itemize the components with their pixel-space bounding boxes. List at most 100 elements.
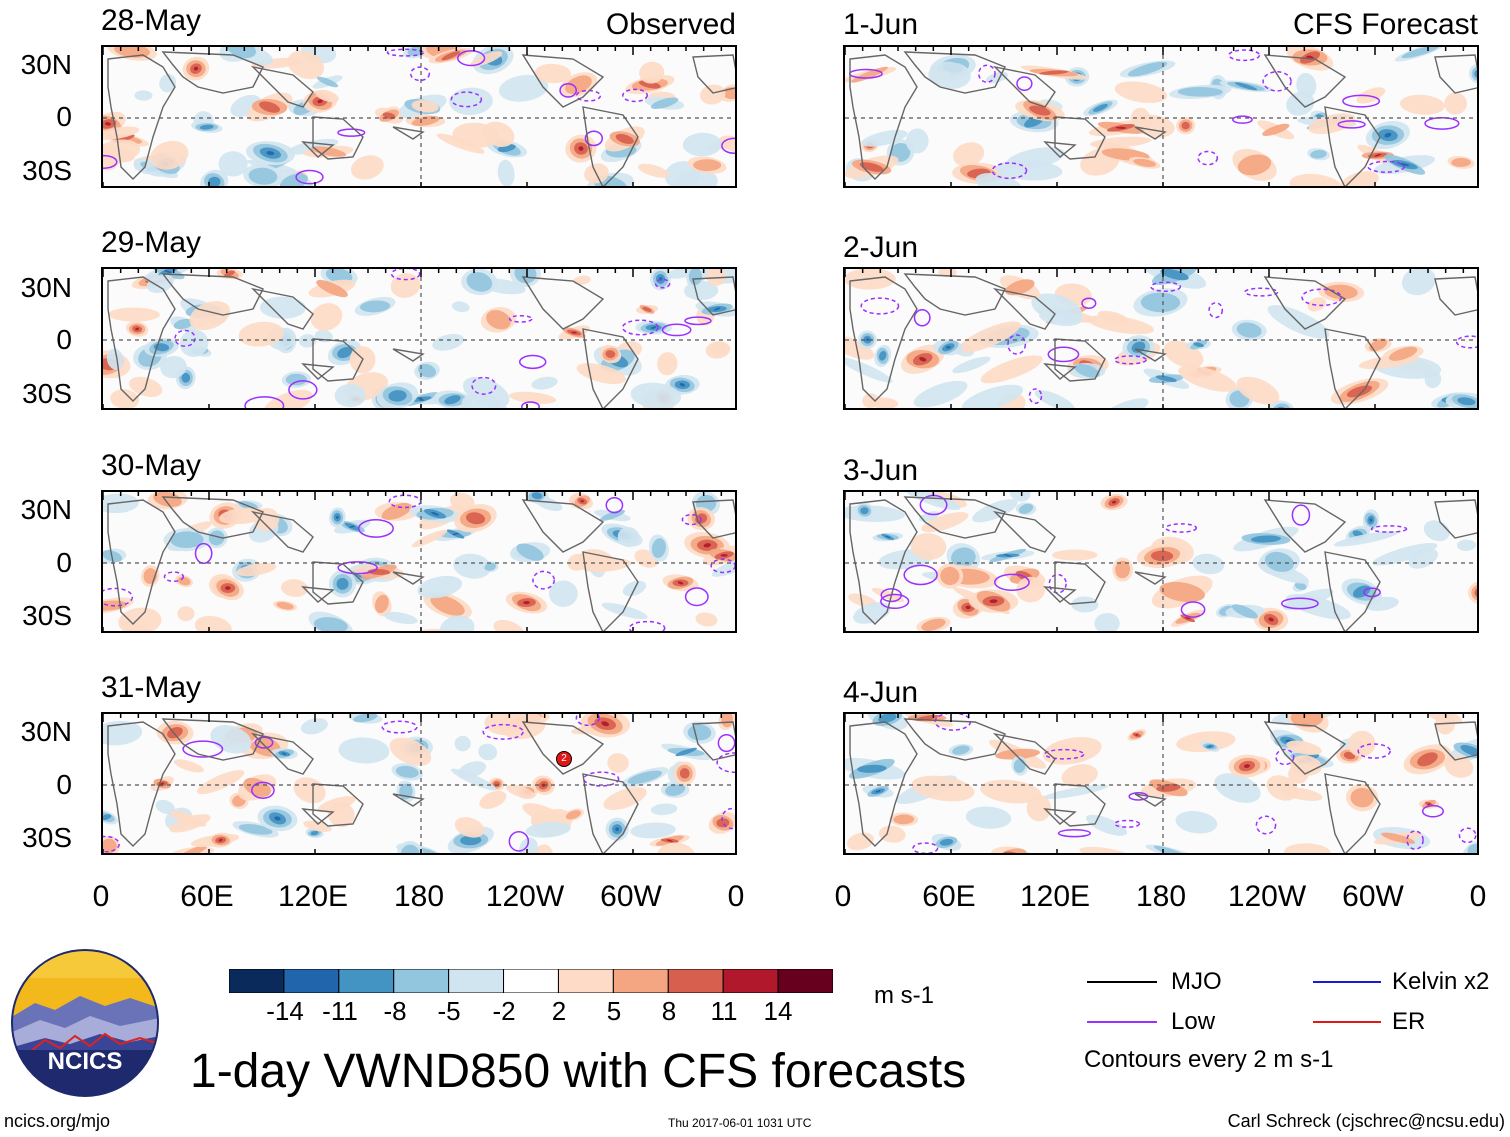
low-contour [903, 564, 938, 586]
negative-anomaly [1100, 398, 1149, 408]
low-contour [251, 781, 275, 799]
low-contour [103, 587, 134, 607]
negative-anomaly [1471, 66, 1477, 81]
negative-anomaly [1310, 149, 1327, 159]
positive-anomaly [1268, 617, 1274, 622]
low-contour [1291, 504, 1311, 526]
positive-anomaly [311, 146, 347, 157]
negative-anomaly [1384, 132, 1392, 138]
negative-anomaly [1271, 403, 1291, 408]
positive-anomaly [523, 601, 530, 605]
negative-anomaly [225, 47, 256, 59]
coastline [849, 276, 918, 402]
low-contour [357, 519, 394, 538]
positive-anomaly [259, 101, 280, 113]
positive-anomaly [1444, 92, 1467, 115]
positive-anomaly [1444, 754, 1474, 778]
negative-anomaly [627, 770, 663, 785]
low-contour [1370, 525, 1408, 533]
lat-label: 0 [56, 769, 72, 800]
positive-anomaly [893, 814, 915, 825]
positive-anomaly [639, 61, 665, 84]
coastline [1054, 338, 1106, 382]
positive-anomaly [482, 121, 515, 147]
coastline [692, 721, 735, 761]
positive-anomaly [1237, 154, 1272, 176]
coastline [521, 721, 605, 775]
coastline [107, 721, 176, 847]
negative-anomaly [432, 333, 465, 351]
negative-anomaly [338, 737, 390, 764]
negative-anomaly [310, 830, 319, 836]
forecast-map-panel [843, 490, 1479, 633]
negative-anomaly [650, 326, 657, 329]
lat-label: 30N [20, 716, 72, 747]
positive-anomaly [846, 832, 874, 851]
coastline [992, 287, 1056, 330]
negative-anomaly [498, 74, 549, 102]
low-contour [1007, 334, 1027, 355]
positive-anomaly [578, 549, 615, 573]
coastline [107, 54, 176, 180]
positive-anomaly [225, 586, 231, 590]
positive-anomaly [940, 566, 960, 586]
negative-anomaly [525, 821, 571, 838]
low-contour [1232, 115, 1253, 124]
positive-anomaly [1114, 81, 1168, 104]
coastline [992, 510, 1056, 553]
positive-anomaly [1388, 346, 1418, 361]
negative-anomaly [181, 372, 191, 383]
coastline [1324, 773, 1381, 853]
low-contour [721, 137, 735, 154]
negative-anomaly [965, 806, 1012, 829]
low-contour [1255, 815, 1277, 835]
positive-anomaly [178, 845, 207, 853]
negative-anomaly [1236, 322, 1262, 338]
positive-anomaly [580, 499, 584, 503]
positive-anomaly [193, 66, 199, 71]
coastline [1134, 126, 1167, 140]
low-contour [450, 91, 483, 108]
negative-anomaly [1457, 397, 1476, 406]
coastline [692, 499, 735, 539]
coastline [312, 561, 364, 605]
lon-label: 60W [600, 880, 662, 913]
observed-map-panel [101, 490, 737, 633]
coastline [582, 773, 639, 853]
positive-anomaly [1150, 550, 1174, 562]
positive-anomaly [1029, 105, 1051, 116]
low-contour [103, 835, 120, 853]
low-contour [1424, 117, 1460, 130]
low-contour [880, 593, 910, 610]
positive-anomaly [493, 619, 525, 631]
negative-anomaly [682, 132, 722, 157]
positive-anomaly [104, 122, 111, 126]
positive-anomaly [1016, 576, 1046, 603]
negative-anomaly [1467, 843, 1477, 853]
footer-url[interactable]: ncics.org/mjo [4, 1111, 111, 1131]
positive-anomaly [160, 782, 165, 785]
positive-anomaly [533, 844, 554, 853]
low-contour [716, 752, 735, 774]
positive-anomaly [1236, 376, 1280, 405]
positive-anomaly [508, 391, 557, 404]
positive-anomaly [316, 279, 348, 298]
positive-anomaly [1381, 832, 1416, 844]
low-contour [1367, 160, 1405, 173]
coastline [1434, 721, 1477, 761]
positive-anomaly [479, 790, 507, 809]
low-contour [1047, 346, 1080, 363]
positive-anomaly [878, 825, 906, 843]
low-contour [860, 297, 900, 315]
colorbar-tick: -14 [266, 996, 304, 1026]
positive-anomaly [953, 142, 985, 167]
positive-anomaly [1005, 279, 1035, 296]
negative-anomaly [845, 357, 893, 383]
colorbar-tick: 2 [551, 996, 567, 1026]
negative-anomaly [1127, 61, 1168, 77]
coastline [1324, 551, 1381, 631]
lon-label: 0 [92, 880, 110, 913]
colorbar-swatch [777, 969, 833, 993]
positive-anomaly [721, 714, 733, 728]
negative-anomaly [1278, 409, 1283, 410]
